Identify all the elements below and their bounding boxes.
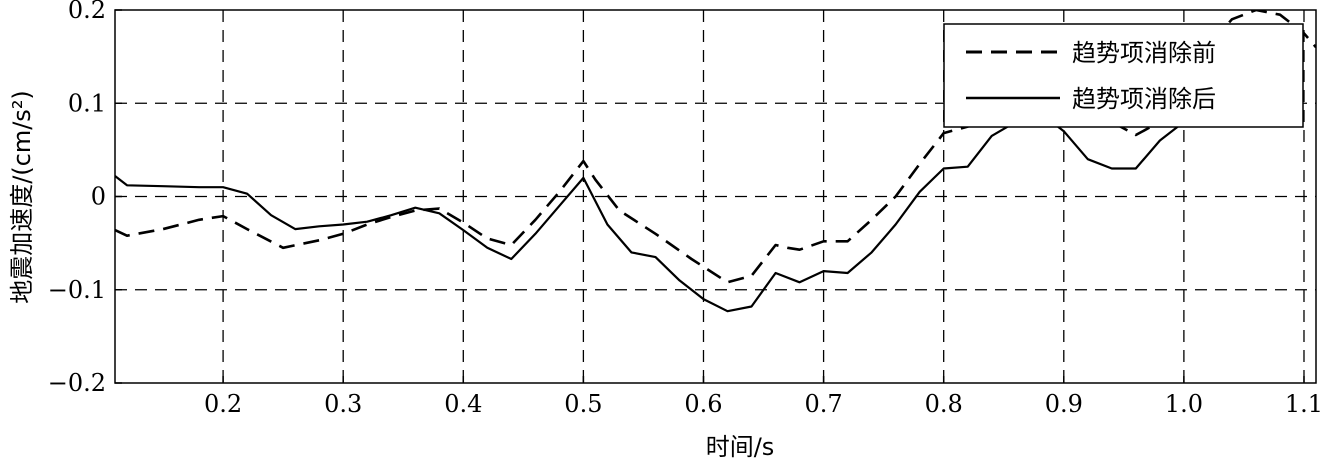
x-tick-label: 0.2 <box>204 390 242 418</box>
x-axis-label: 时间/s <box>706 433 775 461</box>
y-tick-label: 0.1 <box>68 89 106 117</box>
x-tick-label: 0.7 <box>805 390 843 418</box>
x-tick-label: 0.9 <box>1045 390 1083 418</box>
x-tick-label: 0.3 <box>324 390 362 418</box>
y-tick-label: −0.1 <box>48 276 106 304</box>
tick-labels: 0.2 0.3 0.4 0.5 0.6 0.7 0.8 0.9 1.0 1.1 0.2 0.1 0 −0.… <box>48 0 1323 418</box>
legend-label-after: 趋势项消除后 <box>1072 85 1216 113</box>
x-tick-label: 1.0 <box>1165 390 1203 418</box>
y-tick-label: −0.2 <box>48 369 106 397</box>
x-tick-label: 0.4 <box>444 390 482 418</box>
axis-ticks <box>115 9 1305 384</box>
x-tick-label: 0.6 <box>684 390 722 418</box>
y-tick-label: 0.2 <box>68 0 106 24</box>
y-tick-label: 0 <box>91 183 106 211</box>
legend-box <box>943 23 1304 128</box>
legend-label-before: 趋势项消除前 <box>1072 39 1216 67</box>
y-axis-label: 地震加速度/(cm/s²) <box>8 90 36 304</box>
x-tick-label: 0.5 <box>564 390 602 418</box>
legend: 趋势项消除前 趋势项消除后 <box>943 23 1304 128</box>
x-tick-label: 0.8 <box>925 390 963 418</box>
x-tick-label: 1.1 <box>1285 390 1323 418</box>
